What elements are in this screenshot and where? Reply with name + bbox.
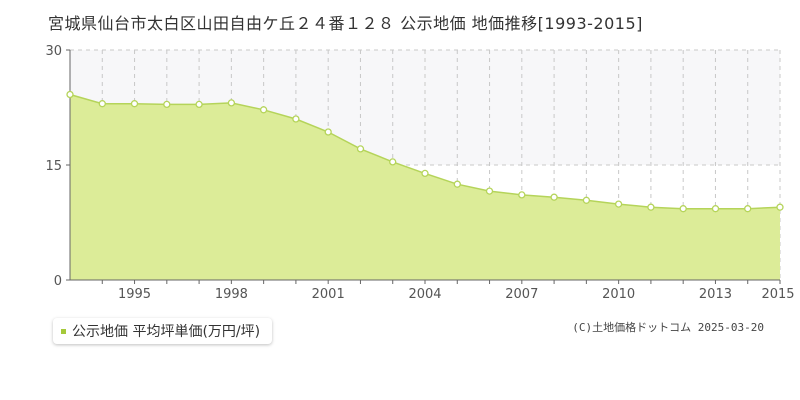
data-point (324, 128, 332, 136)
data-point (227, 99, 236, 107)
x-tick-label: 2015 (761, 287, 794, 302)
data-point (356, 145, 365, 153)
chart-title: 宮城県仙台市太白区山田自由ケ丘２４番１２８ 公示地価 地価推移[1993-201… (48, 14, 643, 33)
data-point (98, 100, 106, 108)
legend-swatch-icon (61, 328, 66, 334)
x-tick-label: 1995 (118, 287, 151, 302)
data-point (679, 205, 687, 213)
x-tick-label: 2001 (312, 287, 345, 302)
legend: 公示地価 平均坪単価(万円/坪) (53, 318, 273, 344)
legend-label: 公示地価 平均坪単価(万円/坪) (72, 324, 261, 340)
data-point (163, 100, 171, 109)
x-tick-label: 2007 (505, 287, 538, 302)
x-tick-label: 2004 (408, 287, 441, 302)
data-point (259, 106, 268, 114)
data-point (66, 90, 74, 99)
copyright-text: (C)土地価格ドットコム 2025-03-20 (572, 321, 764, 334)
data-point (711, 205, 720, 213)
data-point (647, 203, 655, 211)
data-point (744, 205, 752, 213)
data-point (292, 115, 300, 123)
x-tick-label: 2013 (699, 287, 732, 302)
data-point (421, 169, 429, 178)
data-point (582, 196, 591, 204)
x-tick-label: 2010 (602, 287, 635, 302)
y-tick-label: 15 (45, 159, 62, 174)
series-area (70, 94, 780, 280)
data-point (389, 158, 397, 166)
data-point (518, 191, 526, 199)
x-tick-label: 1998 (215, 287, 248, 302)
data-point (776, 203, 784, 211)
y-tick-label: 30 (45, 44, 62, 59)
data-point (485, 187, 494, 195)
data-point (550, 193, 558, 201)
data-point (614, 200, 623, 208)
data-point (453, 180, 461, 188)
data-point (130, 100, 139, 108)
data-point (195, 100, 203, 109)
y-tick-label: 0 (54, 274, 62, 289)
